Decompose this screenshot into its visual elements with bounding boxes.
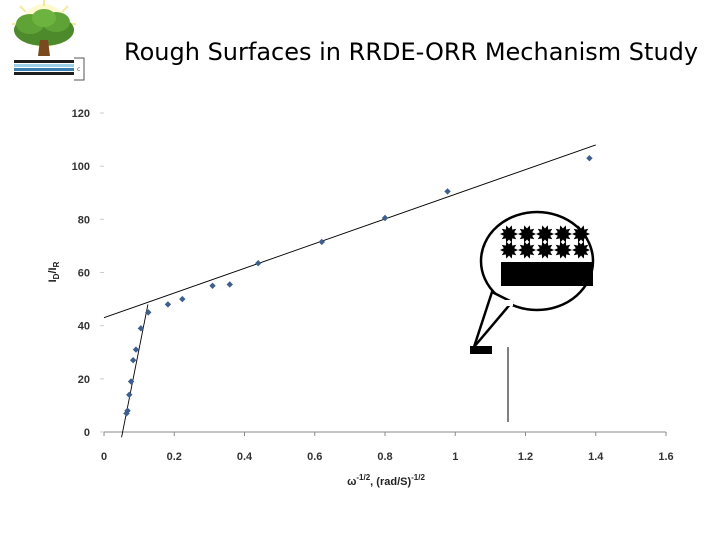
electrode-marker — [470, 346, 492, 354]
data-point — [126, 391, 133, 398]
data-point — [586, 154, 593, 162]
data-point — [127, 378, 135, 385]
x-tick-label: 0.2 — [167, 451, 182, 463]
y-tick-label: 80 — [78, 214, 90, 226]
x-tick-label: 1.6 — [658, 451, 673, 463]
y-tick-label: 60 — [78, 268, 90, 280]
particle — [536, 241, 554, 259]
x-tick-label: 0 — [101, 451, 107, 463]
x-tick-label: 1.2 — [518, 451, 533, 463]
rough-electrode-icon — [470, 210, 595, 422]
svg-text:c: c — [77, 66, 80, 73]
particle — [536, 225, 554, 243]
data-point — [132, 346, 140, 353]
data-point — [318, 238, 325, 246]
slide-title: Rough Surfaces in RRDE-ORR Mechanism Stu… — [124, 38, 699, 66]
data-point — [444, 188, 451, 195]
y-tick-label: 0 — [84, 427, 90, 439]
data-point — [164, 301, 172, 308]
axes — [100, 112, 667, 436]
y-tick-label: 120 — [72, 108, 90, 120]
particle — [572, 241, 590, 259]
x-tick-label: 0.8 — [377, 451, 392, 463]
data-point — [145, 309, 152, 316]
particle — [518, 241, 536, 259]
y-tick-label: 40 — [78, 321, 90, 333]
fit-line — [121, 304, 149, 438]
tree-logo-icon: c — [12, 0, 85, 81]
x-tick-label: 0.6 — [307, 451, 322, 463]
particle — [554, 241, 572, 259]
data-point — [226, 281, 233, 288]
x-tick-label: 1 — [452, 451, 458, 463]
particle — [500, 241, 518, 259]
fit-line — [103, 144, 596, 319]
data-point — [254, 259, 262, 267]
data-points — [123, 154, 593, 417]
particle — [500, 225, 518, 243]
data-point — [124, 407, 131, 414]
data-point — [209, 282, 216, 289]
y-axis-title: ID/IR — [47, 261, 61, 282]
particle — [572, 225, 590, 243]
x-tick-label: 0.4 — [237, 451, 253, 463]
data-point — [137, 325, 145, 332]
particle — [518, 225, 536, 243]
tick-labels: 0 0.2 0.4 0.6 0.8 1 1.2 1.4 1.6 0 20 40 60 80 100 120 — [72, 108, 674, 463]
x-axis-title: ω-1/2, (rad/S)-1/2 — [347, 473, 425, 488]
particle — [554, 225, 572, 243]
data-point — [381, 214, 389, 222]
data-point — [129, 357, 137, 364]
y-tick-label: 20 — [78, 374, 90, 386]
y-tick-label: 100 — [72, 161, 90, 173]
data-point — [179, 295, 186, 303]
x-tick-label: 1.4 — [588, 451, 604, 463]
